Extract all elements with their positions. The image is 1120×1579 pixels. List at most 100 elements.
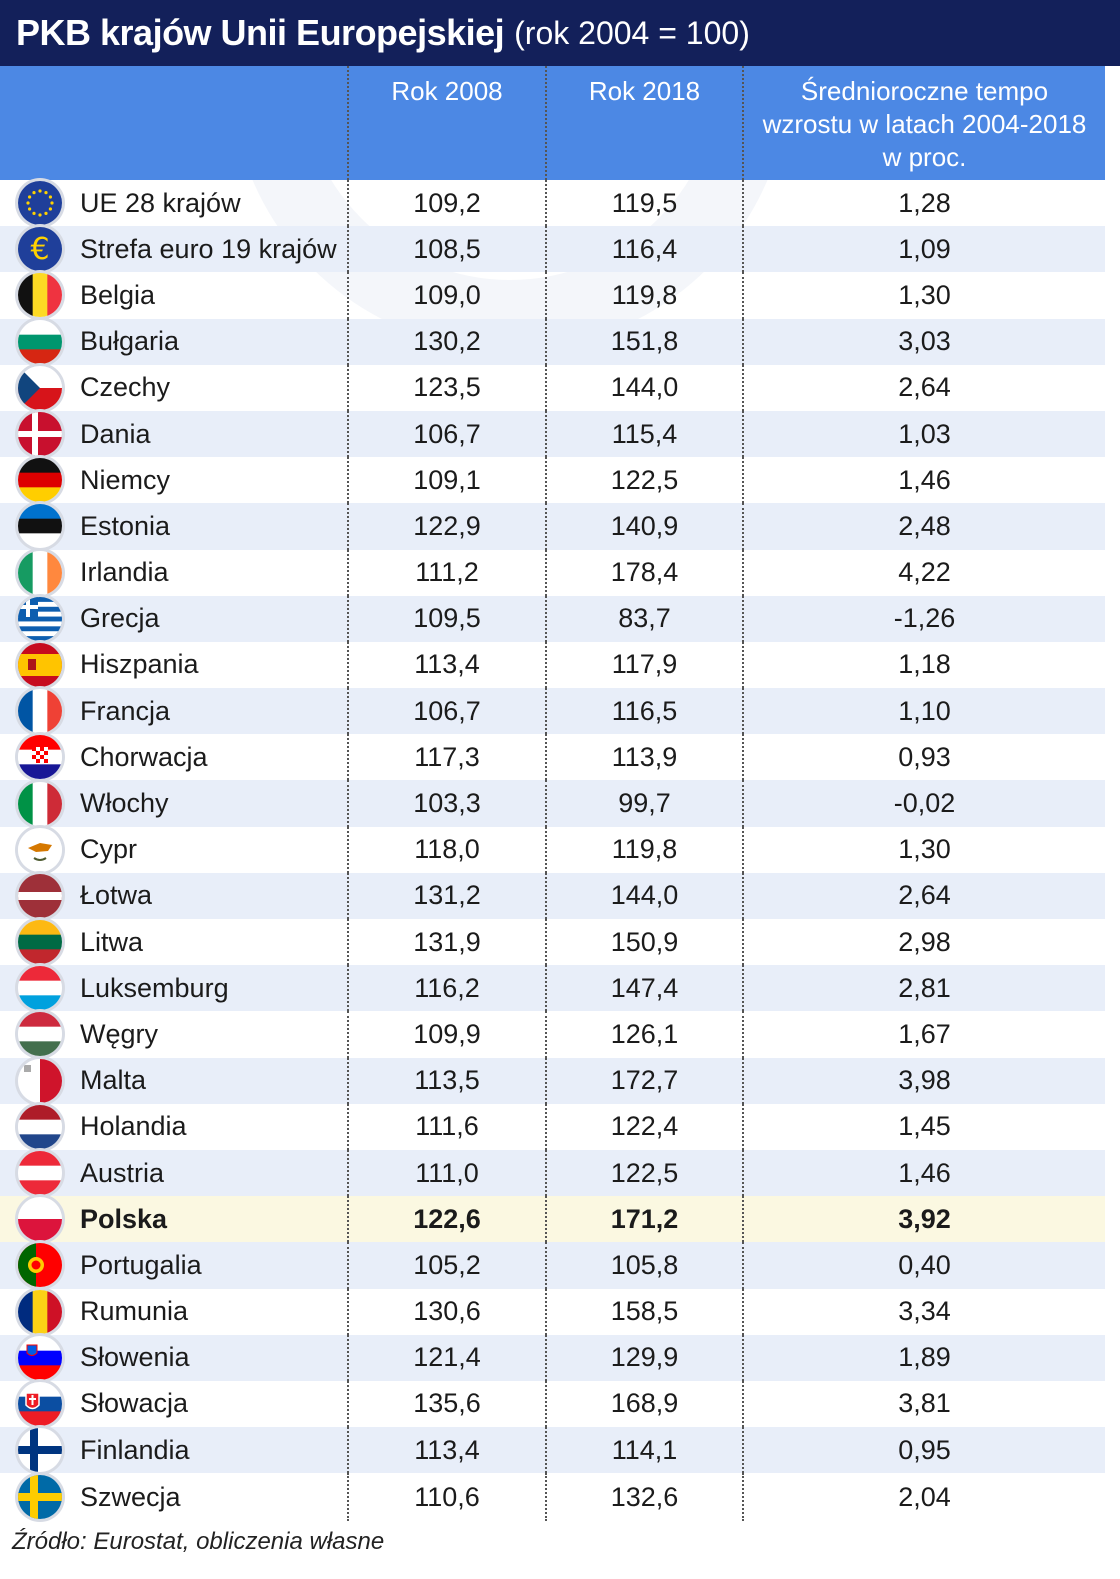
- growth-rate: 1,03: [742, 410, 1105, 458]
- ireland-flag-icon: [18, 550, 62, 595]
- value-2018: 147,4: [545, 965, 743, 1012]
- latvia-flag-icon: [18, 873, 62, 918]
- growth-rate: 1,46: [742, 457, 1105, 504]
- table-row: Niemcy 109,1 122,5 1,46: [0, 457, 1105, 504]
- growth-rate: 2,04: [742, 1473, 1105, 1522]
- chart-subtitle: (rok 2004 = 100): [514, 14, 750, 51]
- growth-rate: 3,81: [742, 1380, 1105, 1428]
- value-2008: 113,4: [347, 1427, 546, 1474]
- table-row: € Strefa euro 19 krajów 108,5 116,4 1,09: [0, 226, 1105, 273]
- country-name: Włochy: [80, 788, 169, 819]
- value-2018: 129,9: [545, 1334, 743, 1381]
- country-cell: Holandia: [0, 1104, 348, 1150]
- growth-rate: 1,30: [742, 826, 1105, 873]
- value-2008: 109,1: [347, 457, 546, 504]
- belgium-flag-icon: [18, 273, 62, 318]
- table-row: Belgia 109,0 119,8 1,30: [0, 272, 1105, 319]
- value-2018: 122,5: [545, 1149, 743, 1197]
- growth-rate: 3,03: [742, 318, 1105, 365]
- euro-sign-icon: €: [18, 227, 62, 272]
- country-cell: Węgry: [0, 1011, 348, 1057]
- value-2018: 99,7: [545, 780, 743, 827]
- table-row: Cypr 118,0 119,8 1,30: [0, 826, 1105, 873]
- table-row: Słowacja 135,6 168,9 3,81: [0, 1380, 1105, 1428]
- table-row: Austria 111,0 122,5 1,46: [0, 1149, 1105, 1197]
- italy-flag-icon: [18, 781, 62, 826]
- value-2008: 123,5: [347, 364, 546, 411]
- value-2008: 106,7: [347, 688, 546, 735]
- romania-flag-icon: [18, 1289, 62, 1334]
- table-row: Polska 122,6 171,2 3,92: [0, 1196, 1105, 1243]
- denmark-flag-icon: [18, 412, 62, 457]
- country-cell: Luksemburg: [0, 965, 348, 1012]
- value-2018: 132,6: [545, 1473, 743, 1522]
- country-cell: Austria: [0, 1149, 348, 1197]
- value-2008: 116,2: [347, 965, 546, 1012]
- country-name: Finlandia: [80, 1434, 190, 1465]
- country-name: Polska: [80, 1203, 168, 1234]
- table-row: Czechy 123,5 144,0 2,64: [0, 364, 1105, 411]
- country-cell: Francja: [0, 688, 348, 735]
- table-row: Szwecja 110,6 132,6 2,04: [0, 1473, 1105, 1522]
- value-2018: 171,2: [545, 1196, 743, 1243]
- value-2018: 150,9: [545, 919, 743, 966]
- country-cell: Chorwacja: [0, 734, 348, 780]
- title-bar: PKB krajów Unii Europejskiej (rok 2004 =…: [0, 0, 1120, 66]
- value-2018: 83,7: [545, 595, 743, 642]
- value-2008: 130,2: [347, 318, 546, 365]
- table-header-row: Rok 2008 Rok 2018 Średnioroczne tempo wz…: [0, 66, 1105, 180]
- cyprus-flag-icon: [18, 827, 62, 872]
- malta-flag-icon: [18, 1058, 62, 1103]
- country-name: Strefa euro 19 krajów: [80, 233, 337, 264]
- table-row: UE 28 krajów 109,2 119,5 1,28: [0, 180, 1105, 227]
- portugal-flag-icon: [18, 1243, 62, 1288]
- value-2008: 122,9: [347, 503, 546, 550]
- value-2018: 122,5: [545, 457, 743, 504]
- header-growth-line3: w proc.: [882, 142, 967, 172]
- header-2018: Rok 2018: [545, 66, 743, 180]
- country-cell: Włochy: [0, 780, 348, 827]
- lithuania-flag-icon: [18, 920, 62, 965]
- country-cell: UE 28 krajów: [0, 180, 348, 226]
- value-2018: 119,8: [545, 826, 743, 873]
- svg-text:€: €: [30, 232, 49, 267]
- table-row: Dania 106,7 115,4 1,03: [0, 410, 1105, 458]
- table-row: Luksemburg 116,2 147,4 2,81: [0, 965, 1105, 1012]
- table-row: Irlandia 111,2 178,4 4,22: [0, 549, 1105, 596]
- value-2008: 131,2: [347, 872, 546, 919]
- growth-rate: 1,18: [742, 641, 1105, 689]
- country-name: Rumunia: [80, 1296, 189, 1327]
- chart-title: PKB krajów Unii Europejskiej: [16, 12, 505, 53]
- value-2018: 116,4: [545, 226, 743, 273]
- value-2018: 115,4: [545, 410, 743, 458]
- value-2018: 140,9: [545, 503, 743, 550]
- value-2018: 151,8: [545, 318, 743, 365]
- growth-rate: 2,64: [742, 872, 1105, 919]
- value-2018: 158,5: [545, 1288, 743, 1335]
- table-row: Węgry 109,9 126,1 1,67: [0, 1011, 1105, 1058]
- value-2008: 113,4: [347, 641, 546, 689]
- country-name: Grecja: [80, 603, 160, 634]
- country-name: Szwecja: [80, 1481, 181, 1512]
- country-cell: Grecja: [0, 595, 348, 642]
- value-2018: 105,8: [545, 1242, 743, 1289]
- table-row: Słowenia 121,4 129,9 1,89: [0, 1334, 1105, 1381]
- netherlands-flag-icon: [18, 1104, 62, 1149]
- value-2008: 105,2: [347, 1242, 546, 1289]
- value-2018: 144,0: [545, 364, 743, 411]
- country-cell: Belgia: [0, 272, 348, 318]
- header-growth-line2: wzrostu w latach 2004-2018: [762, 109, 1087, 139]
- value-2008: 111,2: [347, 549, 546, 596]
- growth-rate: 1,46: [742, 1149, 1105, 1197]
- growth-rate: 1,10: [742, 688, 1105, 735]
- poland-flag-icon: [18, 1197, 62, 1242]
- value-2008: 109,9: [347, 1011, 546, 1058]
- growth-rate: 1,89: [742, 1334, 1105, 1381]
- growth-rate: -0,02: [742, 780, 1105, 827]
- value-2008: 111,6: [347, 1103, 546, 1150]
- table-row: Holandia 111,6 122,4 1,45: [0, 1103, 1105, 1150]
- value-2018: 114,1: [545, 1427, 743, 1474]
- value-2018: 168,9: [545, 1380, 743, 1428]
- growth-rate: 0,95: [742, 1427, 1105, 1474]
- header-country: [0, 66, 348, 180]
